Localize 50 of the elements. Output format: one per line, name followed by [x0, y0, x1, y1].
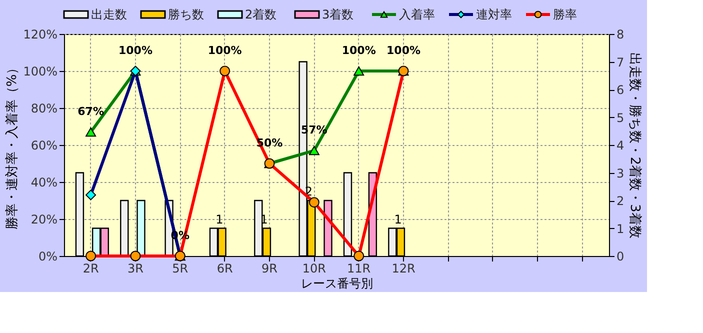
point: [308, 197, 320, 208]
data-label: 67%: [78, 105, 104, 118]
legend-label: 勝ち数: [168, 8, 204, 22]
y-tick-label: 100%: [23, 64, 58, 78]
data-label: 100%: [208, 44, 242, 57]
data-label: 1: [394, 212, 402, 226]
y-tick-label: 80%: [30, 102, 58, 116]
point: [354, 250, 364, 262]
y2-tick-label: 8: [616, 28, 624, 42]
legend-label: 勝率: [553, 8, 577, 22]
point: [86, 127, 96, 137]
legend-label: 出走数: [91, 8, 127, 22]
y2-tick-label: 0: [616, 250, 624, 264]
legend-label: 入着率: [399, 8, 435, 22]
data-label: 100%: [342, 44, 376, 57]
x-tick-label: 6R: [216, 262, 233, 276]
y2-axis-title: 出走数・勝ち数・2着数・3着数: [627, 52, 644, 238]
y2-tick-label: 1: [616, 222, 624, 236]
point: [86, 250, 96, 262]
x-tick-label: 10R: [302, 262, 326, 276]
x-tick-label: 11R: [347, 262, 371, 276]
point: [354, 66, 364, 76]
legend-label: 連対率: [476, 8, 512, 22]
data-label: 100%: [386, 44, 420, 57]
y2-tick-label: 4: [616, 138, 624, 152]
y-tick-label: 0%: [38, 250, 58, 264]
y-tick-label: 60%: [30, 138, 58, 152]
point: [86, 190, 96, 200]
legend-label: 3着数: [322, 8, 354, 22]
data-label: 100%: [118, 44, 152, 57]
y2-tick-label: 7: [616, 55, 624, 70]
x-axis-title: レース番号別: [301, 276, 373, 290]
x-tick-label: 2R: [82, 262, 99, 276]
y-tick-label: 40%: [30, 176, 58, 190]
x-tick-label: 9R: [262, 262, 278, 276]
point: [130, 250, 141, 262]
y2-tick-label: 5: [616, 110, 624, 125]
point: [308, 146, 320, 156]
legend-label: 2着数: [245, 8, 277, 22]
data-label: 1: [216, 212, 224, 226]
y2-tick-label: 6: [616, 83, 624, 97]
y-tick-label: 120%: [23, 28, 58, 42]
y-tick-label: 20%: [30, 212, 58, 226]
x-tick-label: 3R: [127, 262, 144, 276]
y2-tick-label: 3: [616, 166, 624, 180]
x-tick-label: 5R: [172, 262, 188, 276]
y2-tick-label: 2: [616, 194, 624, 208]
y-axis-title: 勝率・連対率・入着率（%）: [4, 61, 20, 230]
point: [220, 66, 230, 76]
x-tick-label: 12R: [392, 262, 416, 276]
